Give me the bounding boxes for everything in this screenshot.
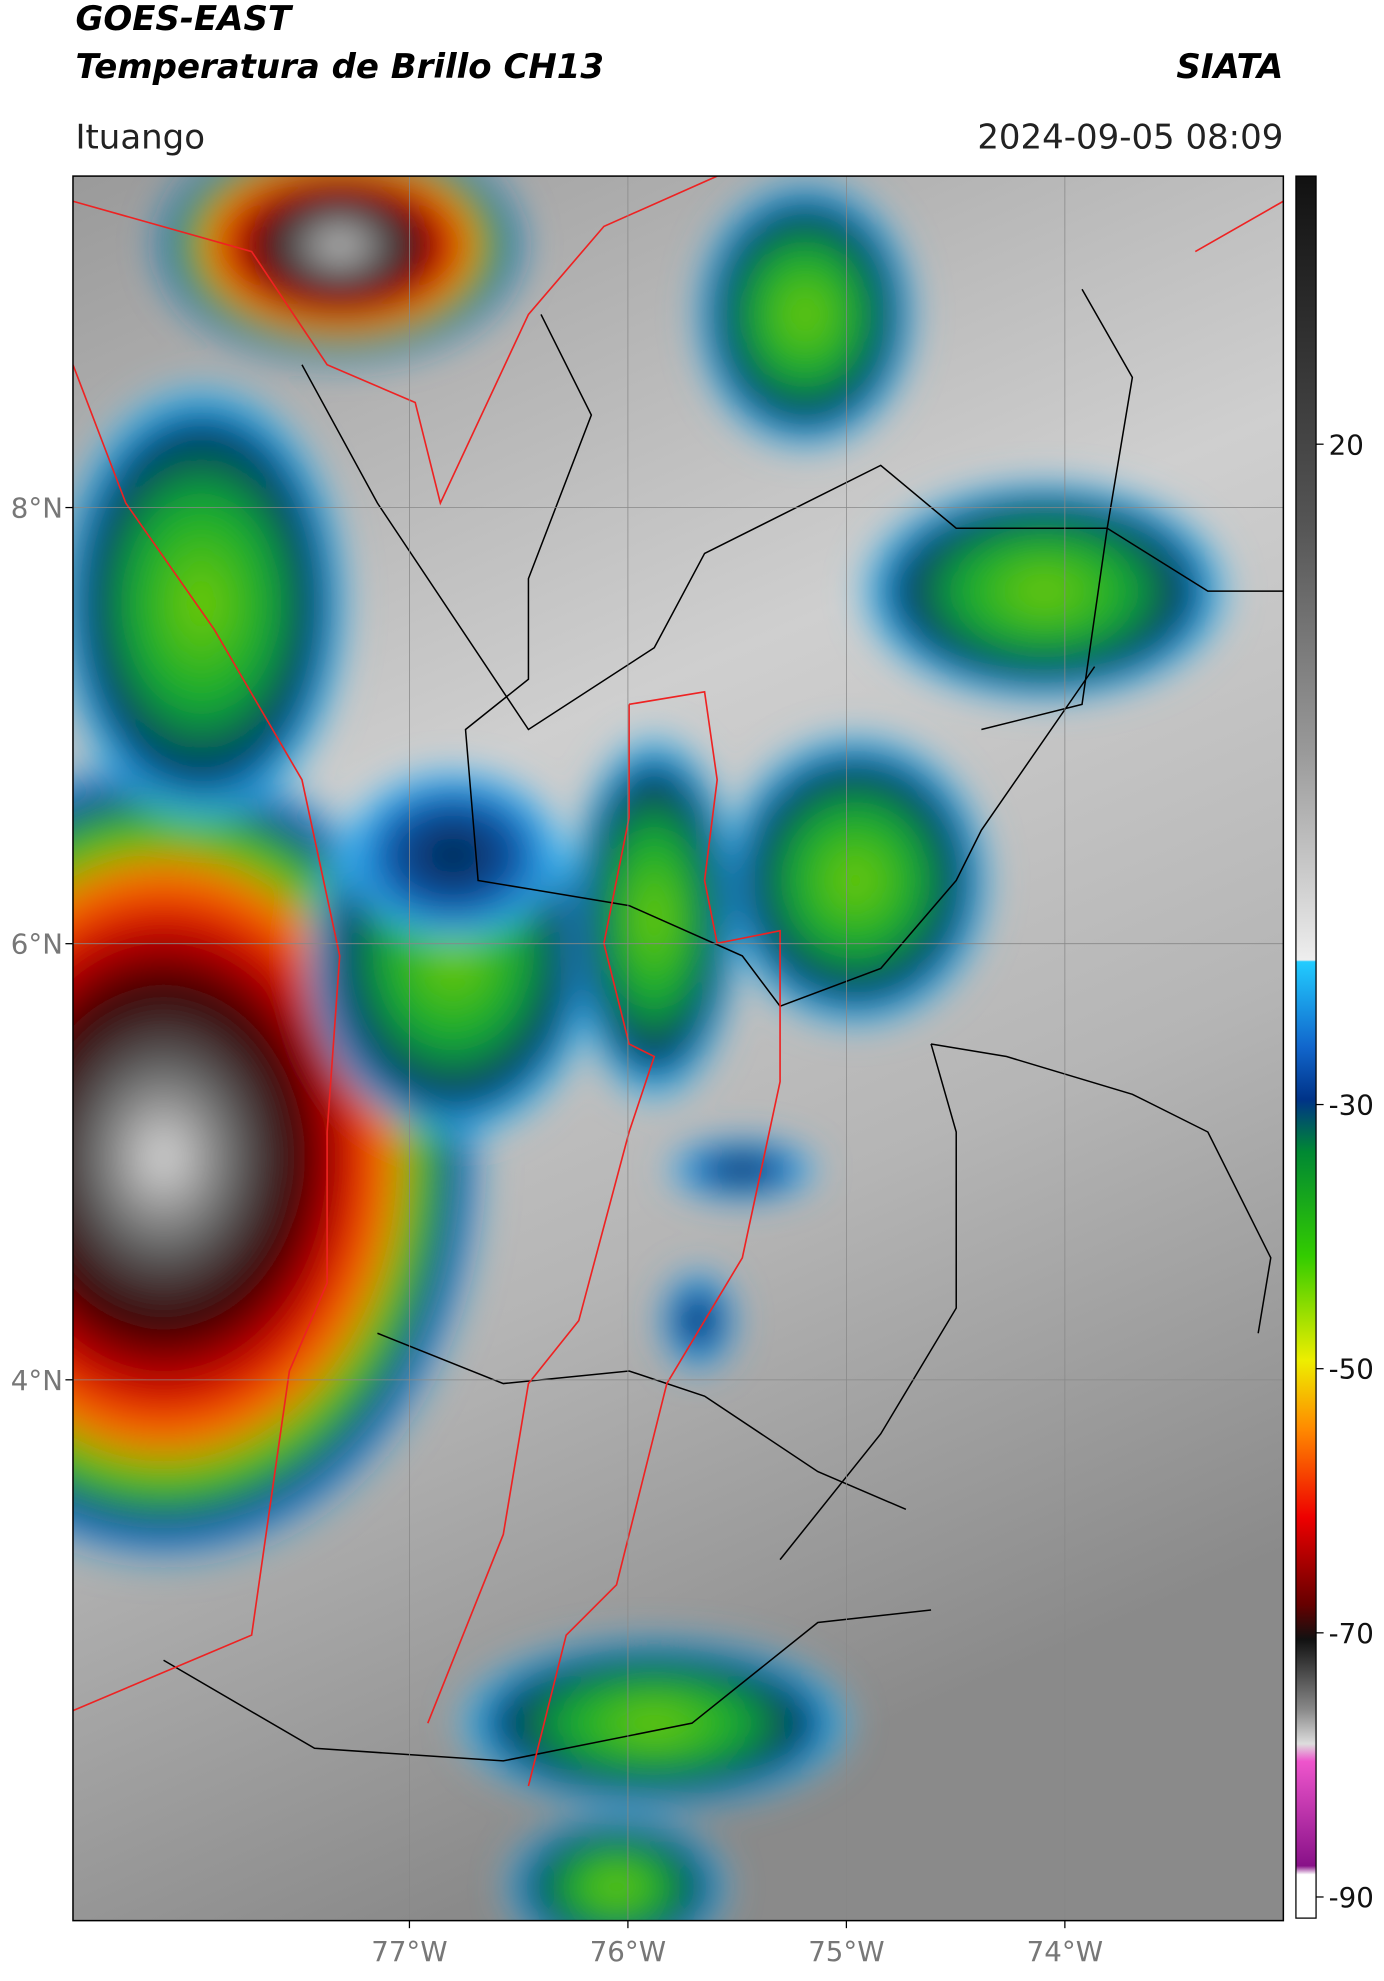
source: SIATA <box>1176 47 1283 87</box>
x-tick-label: 77°W <box>371 1935 447 1968</box>
y-tick-label: 4°N <box>11 1364 63 1397</box>
map-frame <box>72 175 1285 1922</box>
grid <box>72 176 1284 1921</box>
datetime: 2024-09-05 08:09 <box>977 117 1283 157</box>
colorbar-tick-label: -50 <box>1329 1353 1374 1386</box>
colorbar-tick-label: -70 <box>1329 1617 1374 1650</box>
y-tick-label: 8°N <box>11 492 63 525</box>
colorbar-tick-label: 20 <box>1329 428 1364 461</box>
x-tick-label: 74°W <box>1027 1935 1103 1968</box>
x-tick-label: 76°W <box>590 1935 666 1968</box>
satellite-image <box>72 176 1284 1921</box>
y-tick-label: 6°N <box>11 928 63 961</box>
location: Ituango <box>75 117 205 157</box>
product: Temperatura de Brillo CH13 <box>75 47 604 87</box>
colorbar-tick-label: -30 <box>1329 1089 1374 1122</box>
colorbar <box>1295 175 1317 1919</box>
colorbar-tick-label: -90 <box>1329 1881 1374 1914</box>
satellite: GOES-EAST <box>75 0 293 39</box>
x-tick-label: 75°W <box>808 1935 884 1968</box>
